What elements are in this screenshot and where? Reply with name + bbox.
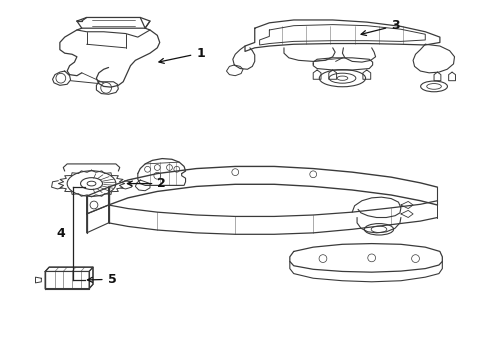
Text: 3: 3: [361, 19, 400, 36]
Text: 2: 2: [127, 177, 166, 190]
Text: 1: 1: [159, 47, 205, 63]
Text: 4: 4: [57, 227, 66, 240]
Text: 5: 5: [87, 273, 116, 286]
